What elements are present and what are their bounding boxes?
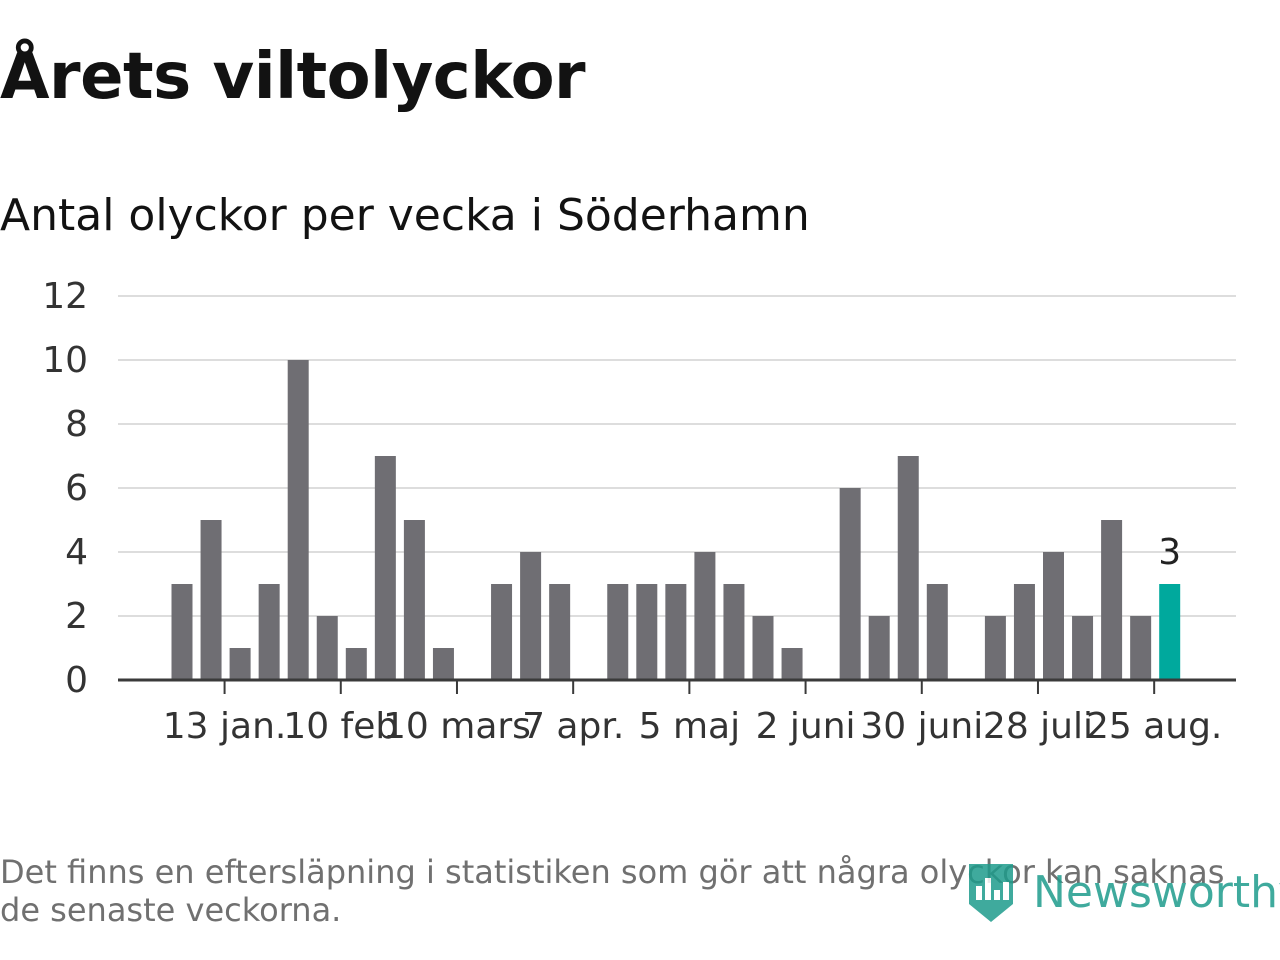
bar-week-1 bbox=[171, 584, 193, 680]
bar-week-32 bbox=[1072, 616, 1094, 680]
x-tick-label-9: 25 aug. bbox=[1086, 706, 1222, 747]
x-tick-label-8: 28 juli bbox=[983, 706, 1093, 747]
y-tick-label-0: 0 bbox=[65, 660, 88, 701]
y-tick-label-6: 6 bbox=[65, 468, 88, 509]
y-tick-label-4: 4 bbox=[65, 532, 88, 573]
bar-chart-pin-icon bbox=[969, 864, 1013, 922]
bar-week-27 bbox=[926, 584, 948, 680]
y-tick-label-10: 10 bbox=[42, 340, 88, 381]
bar-week-22 bbox=[781, 648, 803, 680]
bar-week-24 bbox=[839, 488, 861, 680]
data-label-last-week: 3 bbox=[1158, 532, 1181, 573]
bar-week-12 bbox=[491, 584, 513, 680]
bar-week-18 bbox=[665, 584, 687, 680]
newsworthy-logo: Newsworthy bbox=[965, 860, 1280, 924]
bar-week-35 bbox=[1159, 584, 1181, 680]
bar-week-5 bbox=[287, 360, 309, 680]
bar-week-25 bbox=[868, 616, 890, 680]
bar-week-14 bbox=[549, 584, 571, 680]
bar-week-31 bbox=[1043, 552, 1064, 680]
bar-week-9 bbox=[403, 520, 425, 680]
bar-week-10 bbox=[432, 648, 454, 680]
bar-week-33 bbox=[1101, 520, 1123, 680]
x-tick-label-4: 7 apr. bbox=[522, 706, 624, 747]
x-tick-label-3: 10 mars bbox=[383, 706, 531, 747]
logo-text: Newsworthy bbox=[1033, 866, 1280, 918]
bar-week-13 bbox=[520, 552, 542, 680]
bar-week-6 bbox=[316, 616, 338, 680]
chart-subtitle: Antal olyckor per vecka i Söderhamn bbox=[0, 190, 810, 241]
bar-week-8 bbox=[374, 456, 396, 680]
bar-week-17 bbox=[636, 584, 658, 680]
bar-week-7 bbox=[345, 648, 367, 680]
x-tick-label-2: 10 feb bbox=[283, 706, 398, 747]
bar-week-30 bbox=[1013, 584, 1035, 680]
bar-week-34 bbox=[1130, 616, 1152, 680]
x-tick-label-5: 5 maj bbox=[639, 706, 740, 747]
x-tick-label-1: 13 jan. bbox=[163, 706, 287, 747]
x-tick-label-6: 2 juni bbox=[756, 706, 856, 747]
bar-week-20 bbox=[723, 584, 745, 680]
bar-week-2 bbox=[200, 520, 222, 680]
y-tick-label-2: 2 bbox=[65, 596, 88, 637]
chart-title: Årets viltolyckor bbox=[0, 40, 586, 114]
bar-week-4 bbox=[258, 584, 280, 680]
bar-week-21 bbox=[752, 616, 774, 680]
x-tick-label-7: 30 juni bbox=[860, 706, 983, 747]
bar-week-16 bbox=[607, 584, 629, 680]
bar-week-19 bbox=[694, 552, 716, 680]
bar-week-3 bbox=[229, 648, 251, 680]
y-tick-label-12: 12 bbox=[42, 276, 88, 317]
bar-week-29 bbox=[984, 616, 1006, 680]
footnote: Det finns en eftersläpning i statistiken… bbox=[0, 853, 1225, 929]
y-tick-label-8: 8 bbox=[65, 404, 88, 445]
bar-week-26 bbox=[897, 456, 919, 680]
